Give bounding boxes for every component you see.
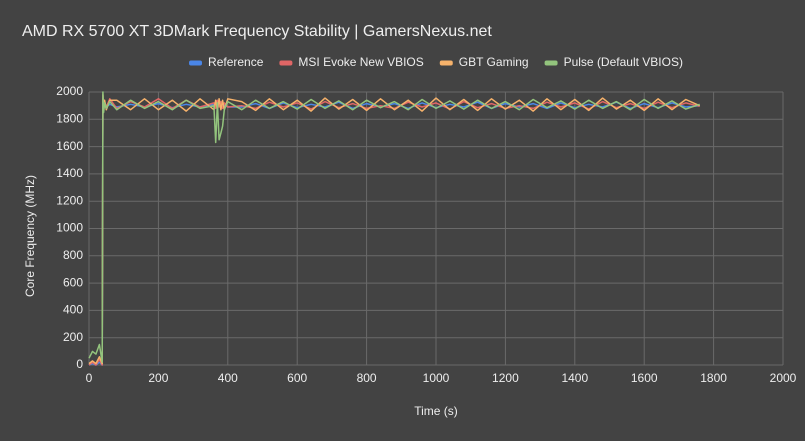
y-tick-label: 1600	[56, 139, 83, 153]
x-tick-label: 600	[287, 371, 307, 385]
x-tick-label: 800	[357, 371, 377, 385]
x-tick-label: 400	[218, 371, 238, 385]
y-tick-label: 400	[63, 303, 83, 317]
y-tick-label: 200	[63, 330, 83, 344]
legend-swatch	[279, 60, 293, 66]
x-tick-label: 1800	[700, 371, 727, 385]
y-axis-label: Core Frequency (MHz)	[23, 175, 37, 297]
legend: Reference MSI Evoke New VBIOS GBT Gaming Pu…	[189, 55, 683, 69]
x-tick-label: 0	[86, 371, 93, 385]
x-tick-label: 200	[148, 371, 168, 385]
y-tick-label: 1200	[56, 193, 83, 207]
x-tick-label: 1200	[492, 371, 519, 385]
y-tick-label: 1400	[56, 166, 83, 180]
legend-swatch	[189, 60, 203, 66]
x-axis-label: Time (s)	[414, 404, 458, 418]
legend-item: GBT Gaming	[439, 55, 529, 69]
x-tick-label: 1400	[561, 371, 588, 385]
legend-swatch	[544, 60, 558, 66]
y-tick-label: 800	[63, 248, 83, 262]
x-tick-label: 1600	[631, 371, 658, 385]
legend-item: Reference	[189, 55, 264, 69]
legend-label: MSI Evoke New VBIOS	[298, 55, 423, 69]
legend-item: MSI Evoke New VBIOS	[279, 55, 424, 69]
chart-title: AMD RX 5700 XT 3DMark Frequency Stabilit…	[22, 23, 492, 40]
x-tick-label: 2000	[770, 371, 797, 385]
series-line	[88, 93, 701, 365]
series-line	[88, 91, 700, 364]
y-tick-label: 2000	[56, 84, 83, 98]
legend-label: Reference	[208, 55, 264, 69]
y-tick-label: 600	[63, 275, 83, 289]
y-tick-label: 0	[76, 357, 83, 371]
legend-label: Pulse (Default VBIOS)	[564, 55, 683, 69]
legend-swatch	[439, 60, 453, 66]
legend-item: Pulse (Default VBIOS)	[544, 55, 683, 69]
x-tick-label: 1000	[423, 371, 450, 385]
legend-label: GBT Gaming	[459, 55, 529, 69]
y-tick-label: 1000	[56, 221, 83, 235]
y-tick-label: 1800	[56, 111, 83, 125]
